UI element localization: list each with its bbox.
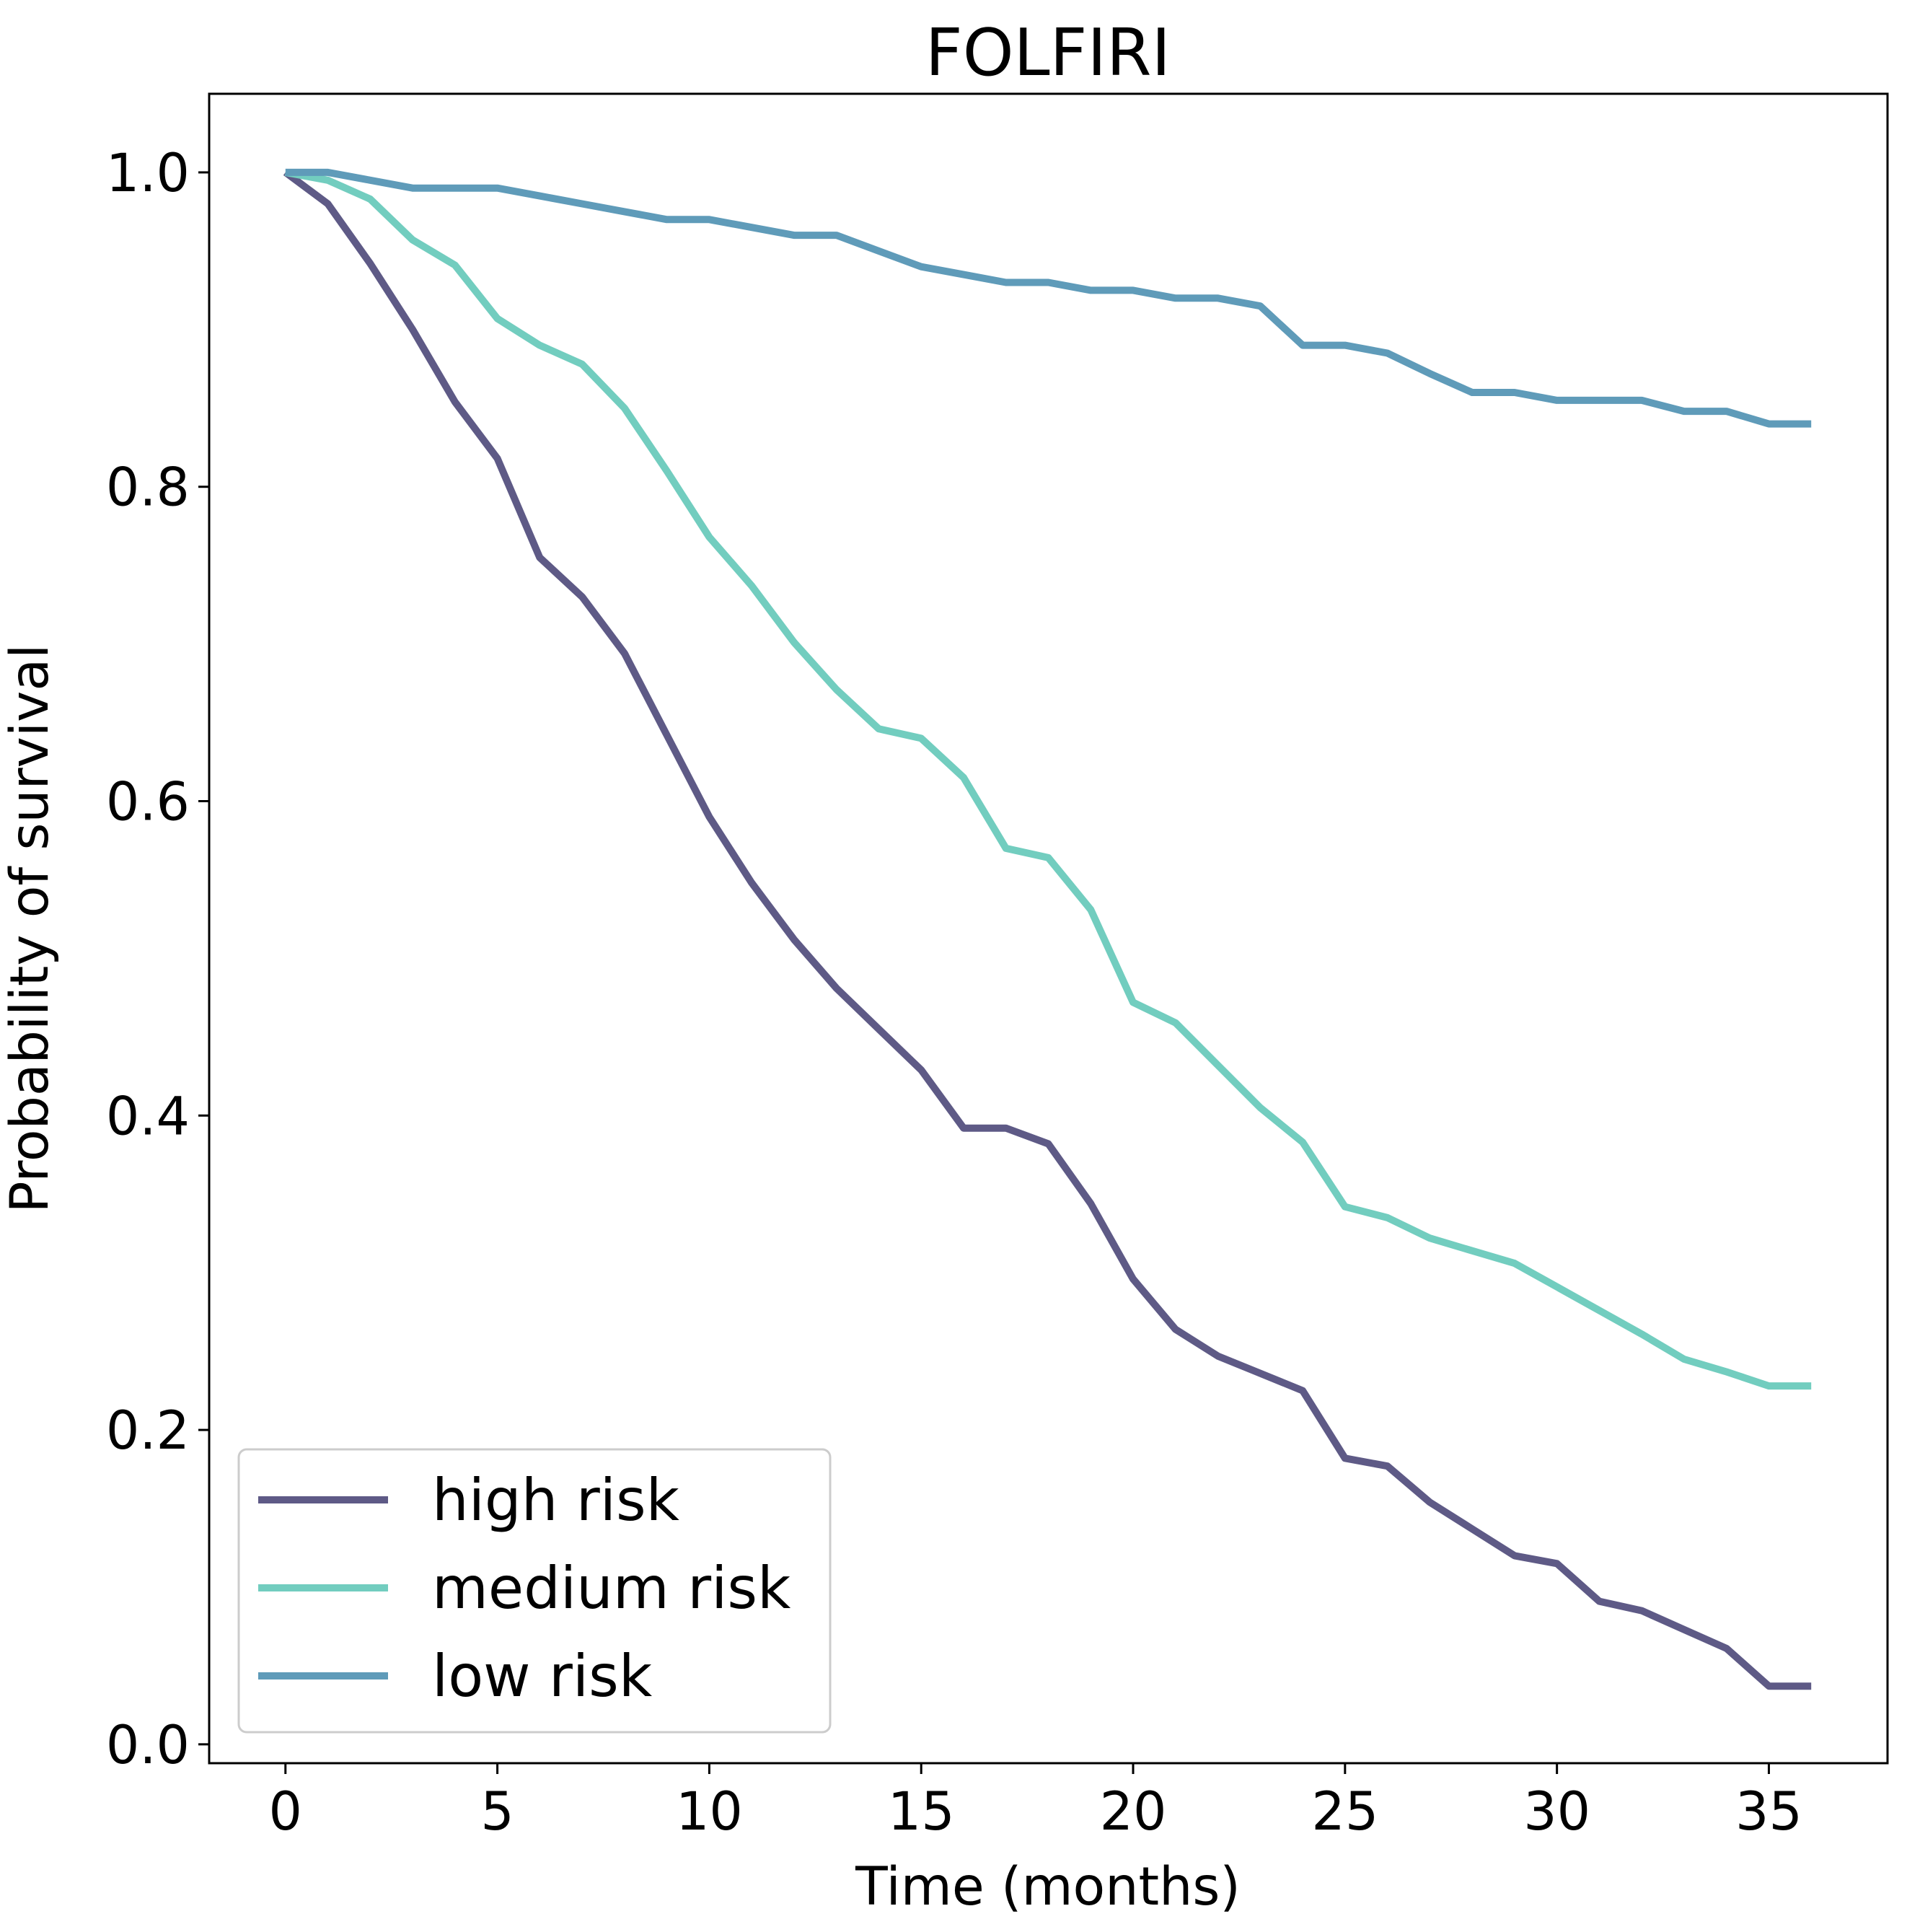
legend-label-high-risk: high risk: [432, 1467, 680, 1534]
x-tick-label: 0: [269, 1781, 302, 1843]
x-tick-label: 25: [1311, 1781, 1378, 1843]
series-line-low-risk: [285, 168, 1812, 428]
legend-label-medium-risk: medium risk: [432, 1555, 791, 1622]
chart-title: FOLFIRI: [925, 15, 1171, 91]
y-tick-label: 0.2: [106, 1400, 190, 1462]
y-tick-label: 0.6: [106, 772, 190, 833]
y-tick-label: 0.4: [106, 1086, 190, 1147]
legend-box: [237, 1448, 832, 1734]
y-tick-label: 0.8: [106, 457, 190, 519]
y-tick-label: 1.0: [106, 143, 190, 204]
y-tick-label: 0.0: [106, 1715, 190, 1776]
plot-lines: [283, 168, 1812, 1690]
series-line-high-risk: [283, 169, 1812, 1690]
x-tick-label: 30: [1523, 1781, 1590, 1843]
x-tick-label: 5: [480, 1781, 514, 1843]
x-tick-label: 20: [1100, 1781, 1167, 1843]
x-axis-title: Time (months): [855, 1856, 1241, 1918]
y-axis-title: Probability of survival: [0, 644, 61, 1213]
series-line-medium-risk: [284, 168, 1812, 1390]
legend-label-low-risk: low risk: [432, 1643, 653, 1710]
x-tick-label: 35: [1735, 1781, 1802, 1843]
x-tick-label: 10: [676, 1781, 743, 1843]
legend: high risk medium risk low risk: [237, 1448, 832, 1734]
plot-frame: [208, 92, 1889, 1765]
x-axis: 0 5 10 15 20 25 30 35: [269, 1763, 1802, 1843]
y-axis: 0.0 0.2 0.4 0.6 0.8 1.0: [106, 143, 209, 1776]
x-tick-label: 15: [888, 1781, 955, 1843]
